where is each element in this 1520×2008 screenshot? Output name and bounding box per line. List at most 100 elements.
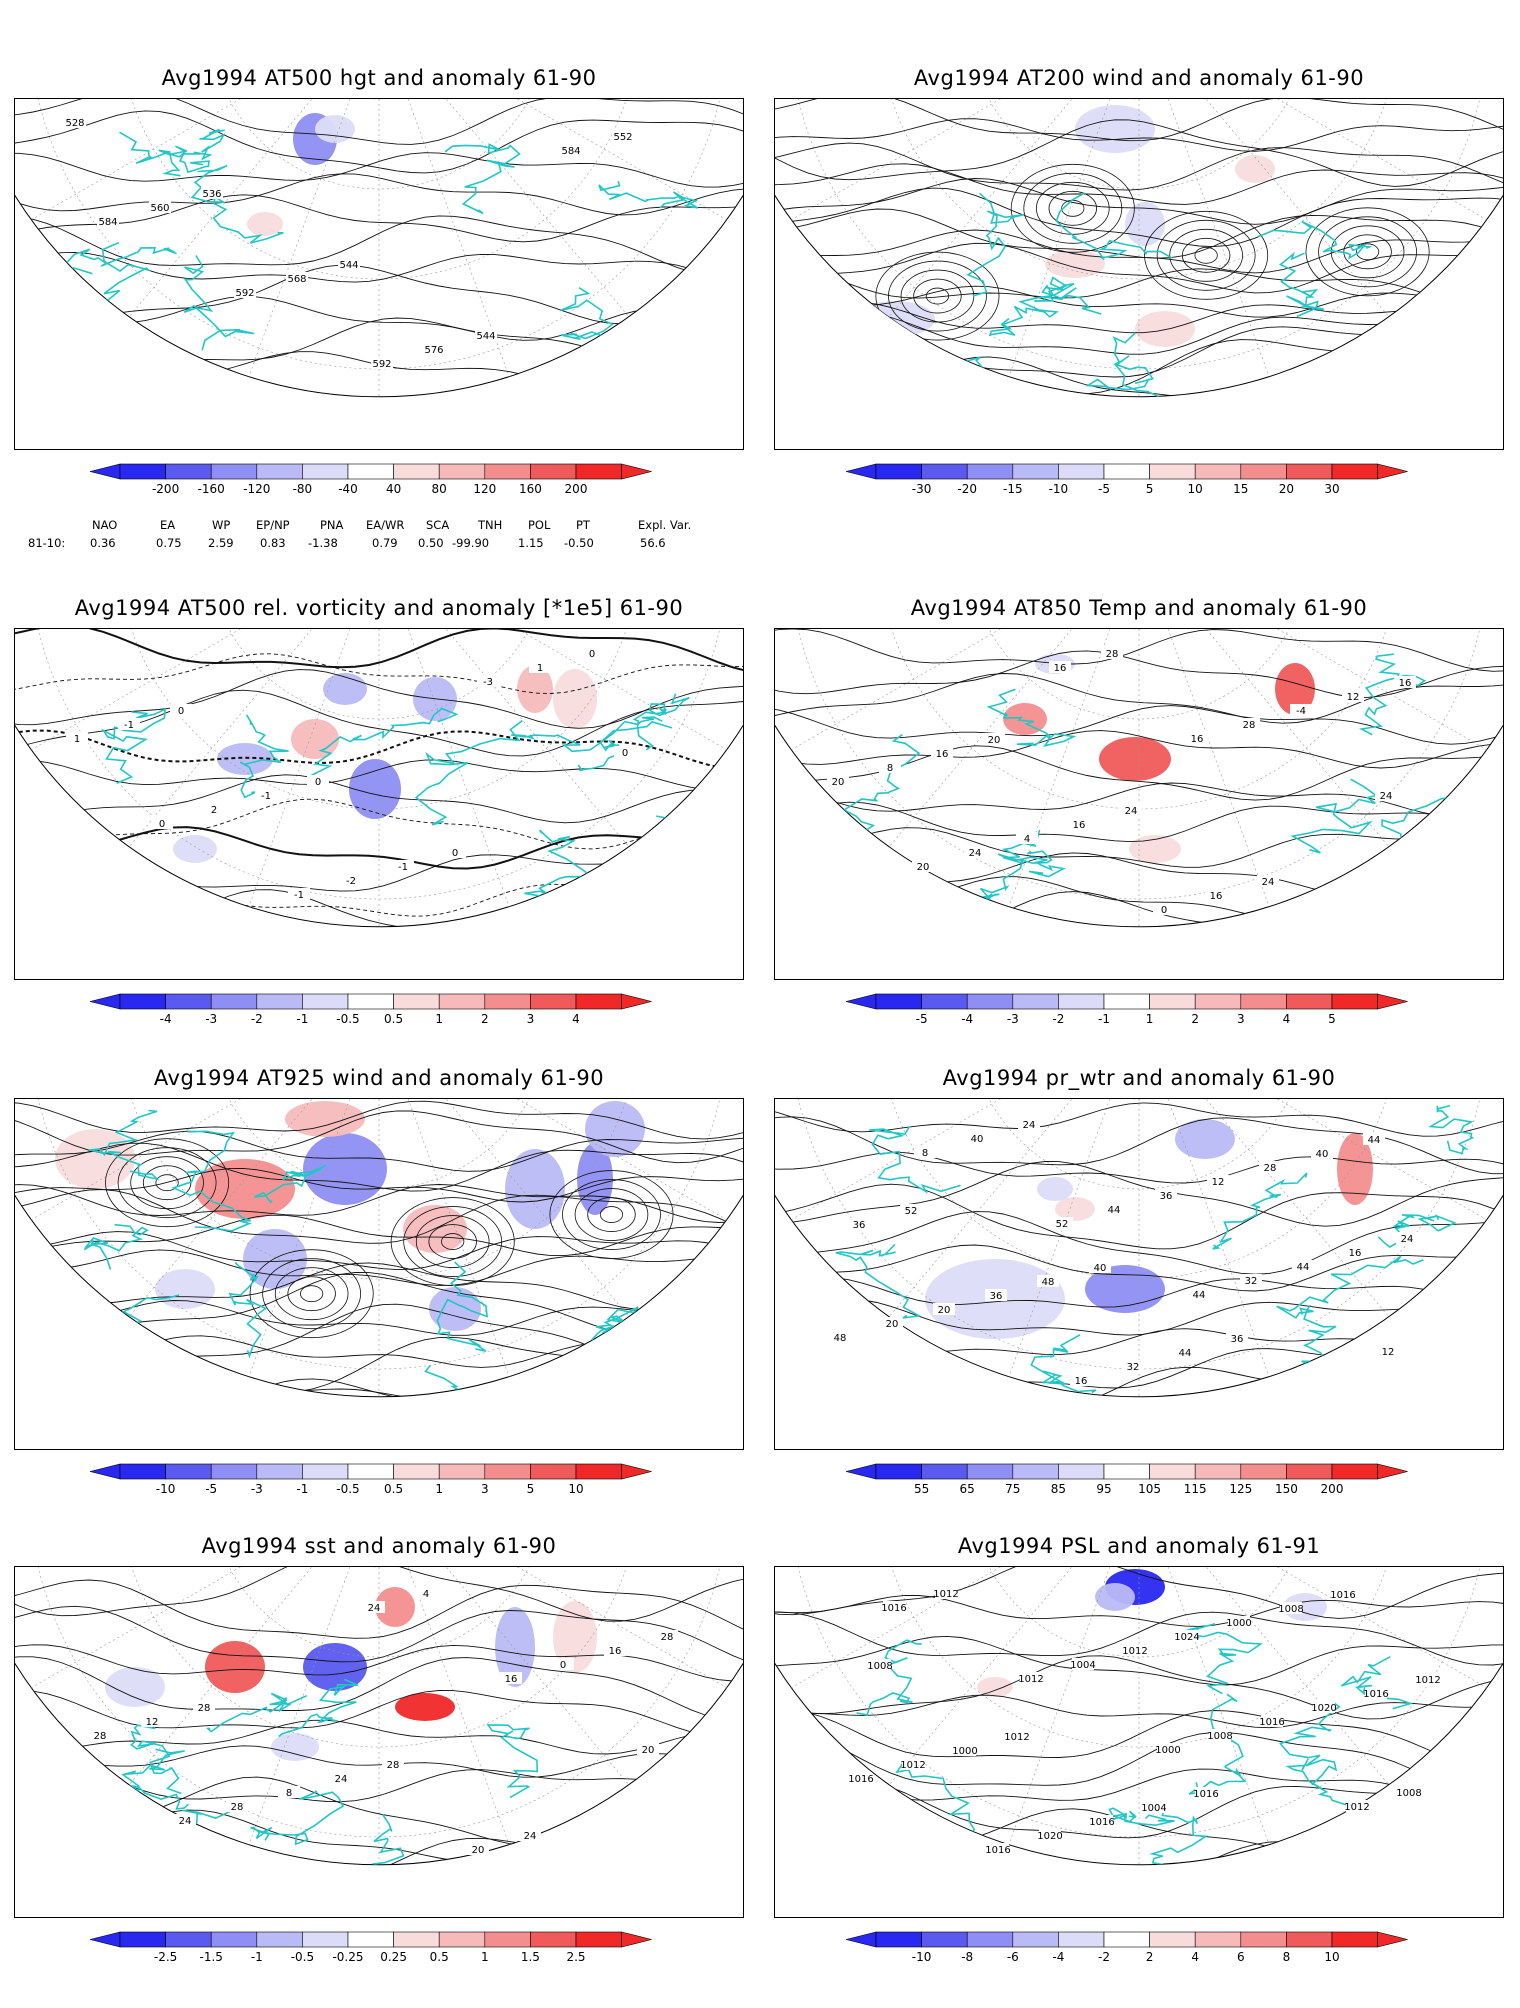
colorbar-segment xyxy=(302,1463,349,1480)
anomaly-patch xyxy=(173,835,217,863)
contour-line xyxy=(775,1635,1503,1686)
contour-label: 1008 xyxy=(1278,1604,1303,1615)
coastline xyxy=(121,1748,190,1810)
colorbar-svg: -4 -3 -2 -1 -0.5 0.5 1 2 3 4 xyxy=(89,993,652,1026)
colorbar-segment xyxy=(484,993,531,1010)
streamline-loop xyxy=(105,1138,230,1228)
colorbar-segment xyxy=(210,1463,258,1480)
colorbar-segment xyxy=(966,1931,1014,1948)
index-value: -0.50 xyxy=(564,536,594,550)
meridian-line xyxy=(15,629,380,810)
contour-line xyxy=(15,798,743,850)
contour-label: 32 xyxy=(1245,1276,1258,1287)
contour-label: 32 xyxy=(1127,1362,1140,1373)
coastline xyxy=(1034,276,1102,315)
panel-prwtr: Avg1994 pr_wtr and anomaly 61-90 40 36 44 5… xyxy=(774,1060,1504,1540)
anomaly-patch xyxy=(105,1667,165,1707)
contour-label: 48 xyxy=(1042,1277,1055,1288)
colorbar-tick-label: 95 xyxy=(1096,1482,1111,1496)
colorbar-segment xyxy=(1286,463,1333,480)
colorbar-segment xyxy=(1012,1931,1059,1948)
colorbar-tick-label: -4 xyxy=(160,1012,172,1026)
contour-label: 1 xyxy=(537,663,543,674)
colorbar-segment xyxy=(1286,1931,1333,1948)
panel-temp850: Avg1994 AT850 Temp and anomaly 61-90 20 2… xyxy=(774,590,1504,1070)
streamline-loop xyxy=(300,1285,324,1303)
contour-line xyxy=(775,187,1503,248)
colorbar-tick-label: -4 xyxy=(961,1012,973,1026)
streamline-loop xyxy=(1305,207,1430,297)
colorbar-tick-label: 3 xyxy=(527,1012,535,1026)
colorbar-arrow-left xyxy=(845,463,877,480)
meridian-line xyxy=(1138,629,1474,927)
contour-label-bg xyxy=(1417,1673,1439,1685)
contour-line xyxy=(775,1183,1503,1250)
colorbar-tick-label: -160 xyxy=(198,482,225,496)
colorbar-tick-label: 20 xyxy=(1279,482,1294,496)
colorbar-svg: -5 -4 -3 -2 -1 1 2 3 4 5 xyxy=(845,993,1408,1026)
contour-line xyxy=(775,119,1503,187)
coastline xyxy=(511,716,663,753)
index-header: Expl. Var. xyxy=(638,518,692,532)
contour-label-bg xyxy=(883,1601,905,1613)
coastline xyxy=(76,1294,180,1380)
colorbar-segment xyxy=(1149,993,1196,1010)
contour-label: 16 xyxy=(505,1674,518,1685)
streamline-loop xyxy=(1156,219,1256,291)
contour-label-bg xyxy=(1290,704,1312,716)
contour-line xyxy=(15,1189,743,1244)
contour-label: 560 xyxy=(150,203,169,214)
contour-label: 36 xyxy=(1160,1191,1173,1202)
colorbar-tick-label: 8 xyxy=(1283,1950,1291,1964)
meridian-line xyxy=(1138,629,1503,810)
contour-label: 24 xyxy=(368,1603,381,1614)
contour-label: 12 xyxy=(1347,692,1360,703)
contour-label-bg xyxy=(1207,1175,1229,1187)
colorbar-arrow-right xyxy=(1377,463,1408,480)
contour-label-bg xyxy=(1209,1729,1231,1741)
contour-label-bg xyxy=(1037,1275,1059,1287)
contour-label: 1020 xyxy=(1311,1703,1336,1714)
colorbar-segment xyxy=(1331,1931,1378,1948)
contour-label: 28 xyxy=(1106,649,1119,660)
contour-label: 4 xyxy=(423,1589,429,1600)
colorbar-segment xyxy=(530,463,577,480)
contour-label-bg xyxy=(902,1758,924,1770)
contour-label-bg xyxy=(288,888,310,900)
colorbar-segment xyxy=(1240,1931,1287,1948)
index-header: SCA xyxy=(426,518,450,532)
contour-label-bg xyxy=(983,733,1005,745)
coastline xyxy=(486,1724,539,1799)
anomaly-patch xyxy=(303,1643,367,1691)
contour-label-bg xyxy=(1188,1288,1210,1300)
contour-label: 44 xyxy=(1108,1205,1121,1216)
contour-label-bg xyxy=(118,718,140,730)
latitude-circle xyxy=(788,99,1490,370)
contour-line xyxy=(775,1366,1503,1397)
streamline-loop xyxy=(1048,190,1097,226)
colorbar-arrow-right xyxy=(1377,1931,1408,1948)
map-boundary xyxy=(775,194,1503,398)
panel-title: Avg1994 AT200 wind and anomaly 61-90 xyxy=(913,66,1365,90)
colorbar-arrow-left xyxy=(845,1463,877,1480)
contour-label: 1024 xyxy=(1174,1632,1199,1643)
contour-line xyxy=(15,1262,743,1311)
colorbar-segment xyxy=(875,463,922,480)
contour-label: 44 xyxy=(1179,1348,1192,1359)
colorbar-tick-label: -0.5 xyxy=(336,1482,359,1496)
meridian-line xyxy=(1138,99,1474,397)
contour-label: 544 xyxy=(339,260,358,271)
contour-label-bg xyxy=(1195,1787,1217,1799)
colorbar-segment xyxy=(302,463,349,480)
colorbar-segment xyxy=(1286,1463,1333,1480)
coastline xyxy=(309,707,459,777)
contour-label-bg xyxy=(614,746,636,758)
contour-label-bg xyxy=(1157,1743,1179,1755)
contour-label: 1008 xyxy=(867,1661,892,1672)
colorbar-segment xyxy=(347,1931,394,1948)
contour-label-bg xyxy=(1344,1246,1366,1258)
contour-line xyxy=(15,1300,743,1336)
meridian-line xyxy=(378,629,558,927)
coastline xyxy=(856,1639,922,1716)
coastline xyxy=(424,1365,500,1397)
